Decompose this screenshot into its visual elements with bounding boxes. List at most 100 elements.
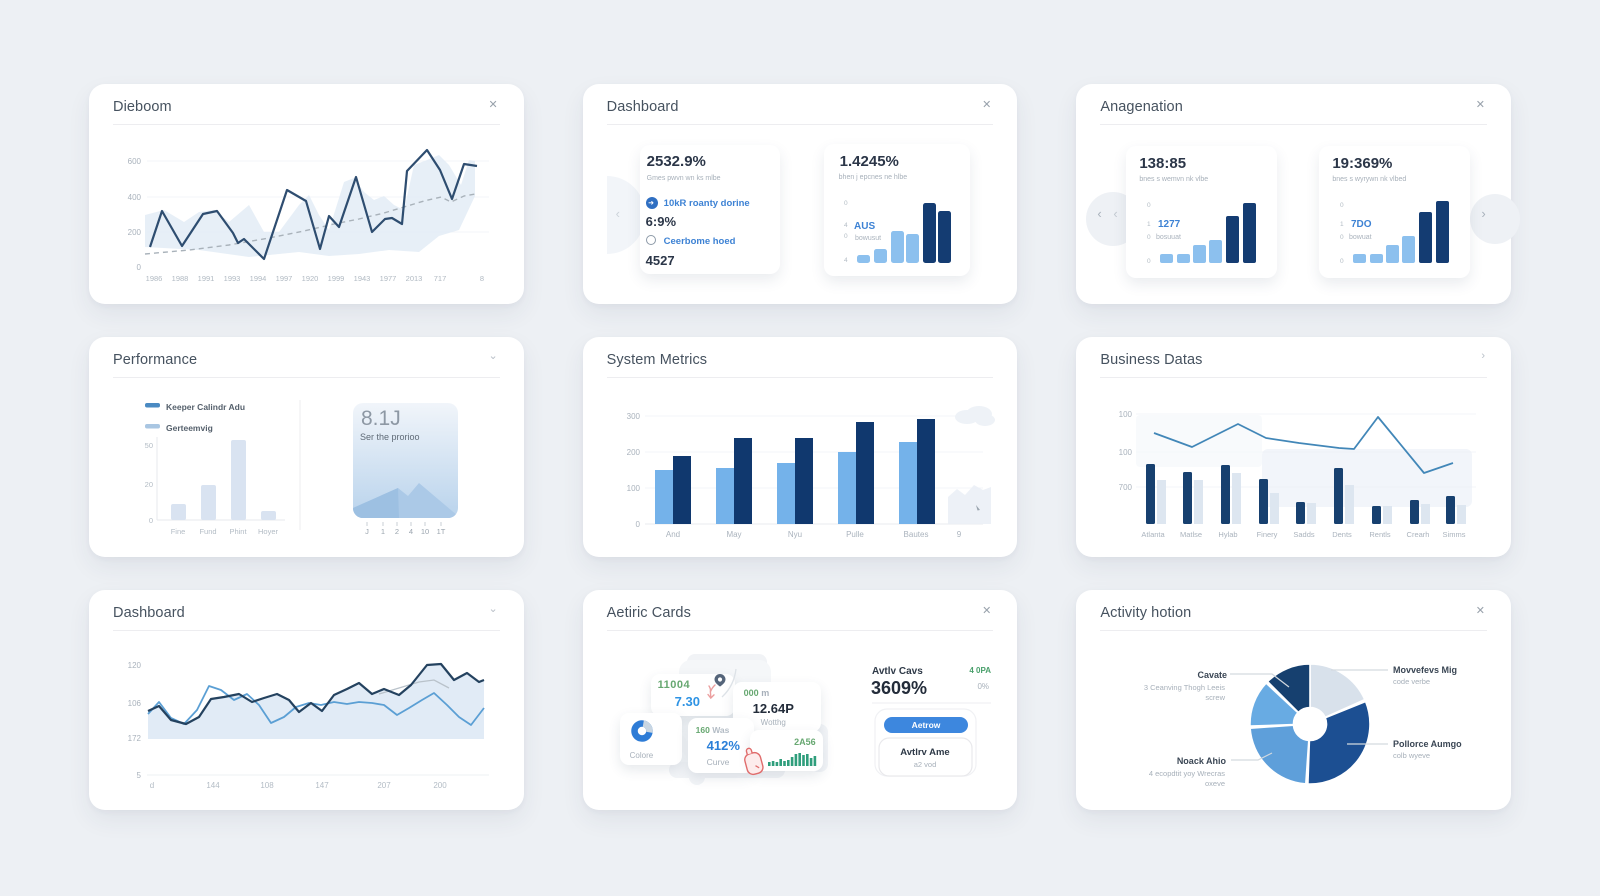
svg-text:100: 100 xyxy=(1119,448,1133,457)
svg-text:700: 700 xyxy=(1119,483,1133,492)
svg-text:207: 207 xyxy=(377,781,391,790)
svg-text:1277: 1277 xyxy=(1158,219,1181,230)
svg-text:10: 10 xyxy=(421,527,429,536)
svg-text:Aetrow: Aetrow xyxy=(911,720,940,730)
svg-text:0: 0 xyxy=(1340,234,1344,241)
svg-text:0: 0 xyxy=(137,263,142,272)
svg-text:bowuat: bowuat xyxy=(1349,234,1372,241)
svg-text:5: 5 xyxy=(137,771,142,780)
svg-text:Cavate: Cavate xyxy=(1198,670,1228,680)
svg-text:1991: 1991 xyxy=(198,274,215,283)
svg-text:Simms: Simms xyxy=(1443,530,1466,539)
svg-text:9: 9 xyxy=(956,530,961,539)
svg-text:And: And xyxy=(666,530,680,539)
svg-text:0: 0 xyxy=(1147,234,1151,241)
svg-text:Avtlrv Ame: Avtlrv Ame xyxy=(900,747,949,758)
svg-text:bowusut: bowusut xyxy=(855,235,881,242)
svg-text:0: 0 xyxy=(1147,202,1151,209)
svg-text:3609%: 3609% xyxy=(871,678,927,698)
svg-text:Noack Ahio: Noack Ahio xyxy=(1177,756,1227,766)
svg-text:Matlse: Matlse xyxy=(1180,530,1202,539)
svg-text:Nyu: Nyu xyxy=(788,530,802,539)
svg-text:0: 0 xyxy=(149,516,153,525)
svg-text:colb wyeve: colb wyeve xyxy=(1393,751,1430,760)
svg-text:8.1J: 8.1J xyxy=(361,407,401,430)
svg-text:Hoyer: Hoyer xyxy=(258,527,279,536)
svg-text:7DO: 7DO xyxy=(1351,219,1372,230)
svg-text:Pollorce Aumgo: Pollorce Aumgo xyxy=(1393,739,1462,749)
svg-text:Dents: Dents xyxy=(1333,530,1353,539)
svg-text:bosuuat: bosuuat xyxy=(1156,234,1181,241)
svg-text:0: 0 xyxy=(844,200,848,207)
svg-text:Pulle: Pulle xyxy=(846,530,864,539)
svg-text:Atlanta: Atlanta xyxy=(1142,530,1166,539)
svg-text:Crearh: Crearh xyxy=(1407,530,1430,539)
svg-text:d: d xyxy=(150,781,154,790)
svg-text:300: 300 xyxy=(626,412,640,421)
svg-text:May: May xyxy=(726,530,741,539)
svg-text:1986: 1986 xyxy=(146,274,163,283)
svg-text:0: 0 xyxy=(1340,258,1344,265)
svg-text:oxeve: oxeve xyxy=(1205,779,1225,788)
svg-text:4 0PA: 4 0PA xyxy=(969,666,991,675)
svg-text:1997: 1997 xyxy=(276,274,293,283)
svg-text:108: 108 xyxy=(260,781,274,790)
svg-text:AUS: AUS xyxy=(854,221,875,232)
svg-text:Ser the prorioo: Ser the prorioo xyxy=(360,432,420,442)
svg-text:Finery: Finery xyxy=(1257,530,1278,539)
svg-text:4 ecopdtit yoy Wrecras: 4 ecopdtit yoy Wrecras xyxy=(1149,769,1225,778)
svg-text:4: 4 xyxy=(844,222,848,229)
svg-text:Movvefevs Mig: Movvefevs Mig xyxy=(1393,665,1457,675)
svg-text:Avtlv Cavs: Avtlv Cavs xyxy=(872,666,923,677)
svg-text:1: 1 xyxy=(1147,221,1151,228)
svg-text:200: 200 xyxy=(128,228,142,237)
svg-text:Hylab: Hylab xyxy=(1219,530,1238,539)
svg-text:20: 20 xyxy=(145,480,153,489)
svg-text:1994: 1994 xyxy=(250,274,267,283)
svg-text:0: 0 xyxy=(1147,258,1151,265)
svg-text:Bautes: Bautes xyxy=(903,530,928,539)
svg-text:0: 0 xyxy=(635,520,640,529)
svg-text:100: 100 xyxy=(626,484,640,493)
svg-text:1999: 1999 xyxy=(328,274,345,283)
svg-text:400: 400 xyxy=(128,193,142,202)
svg-text:600: 600 xyxy=(128,157,142,166)
svg-text:147: 147 xyxy=(315,781,329,790)
svg-text:2013: 2013 xyxy=(406,274,423,283)
svg-text:144: 144 xyxy=(206,781,220,790)
svg-text:8: 8 xyxy=(480,274,484,283)
svg-text:Fund: Fund xyxy=(199,527,216,536)
svg-text:4: 4 xyxy=(844,257,848,264)
svg-text:1977: 1977 xyxy=(380,274,397,283)
svg-text:screw: screw xyxy=(1206,693,1226,702)
svg-text:3 Ceanving Thogh Leeis: 3 Ceanving Thogh Leeis xyxy=(1144,683,1225,692)
svg-text:200: 200 xyxy=(626,448,640,457)
svg-text:a2 vod: a2 vod xyxy=(913,760,936,769)
svg-text:172: 172 xyxy=(128,734,142,743)
svg-text:0%: 0% xyxy=(977,682,989,691)
svg-text:Keeper Calindr Adu: Keeper Calindr Adu xyxy=(166,402,245,412)
svg-text:Fine: Fine xyxy=(171,527,186,536)
svg-text:200: 200 xyxy=(433,781,447,790)
svg-text:0: 0 xyxy=(844,233,848,240)
svg-text:Phint: Phint xyxy=(229,527,247,536)
svg-text:1993: 1993 xyxy=(224,274,241,283)
svg-text:4: 4 xyxy=(409,527,413,536)
svg-text:50: 50 xyxy=(145,441,153,450)
svg-text:106: 106 xyxy=(128,699,142,708)
svg-text:2: 2 xyxy=(395,527,399,536)
svg-text:120: 120 xyxy=(128,661,142,670)
svg-text:Gerteemvig: Gerteemvig xyxy=(166,423,213,433)
svg-text:1943: 1943 xyxy=(354,274,371,283)
svg-text:100: 100 xyxy=(1119,410,1133,419)
svg-text:J: J xyxy=(365,527,369,536)
svg-text:1T: 1T xyxy=(437,527,446,536)
svg-text:717: 717 xyxy=(434,274,447,283)
svg-text:1: 1 xyxy=(1340,221,1344,228)
svg-text:1920: 1920 xyxy=(302,274,319,283)
svg-text:0: 0 xyxy=(1340,202,1344,209)
svg-text:Sadds: Sadds xyxy=(1294,530,1316,539)
svg-text:code verbe: code verbe xyxy=(1393,677,1430,686)
svg-text:1: 1 xyxy=(381,527,385,536)
svg-text:Rentls: Rentls xyxy=(1370,530,1392,539)
